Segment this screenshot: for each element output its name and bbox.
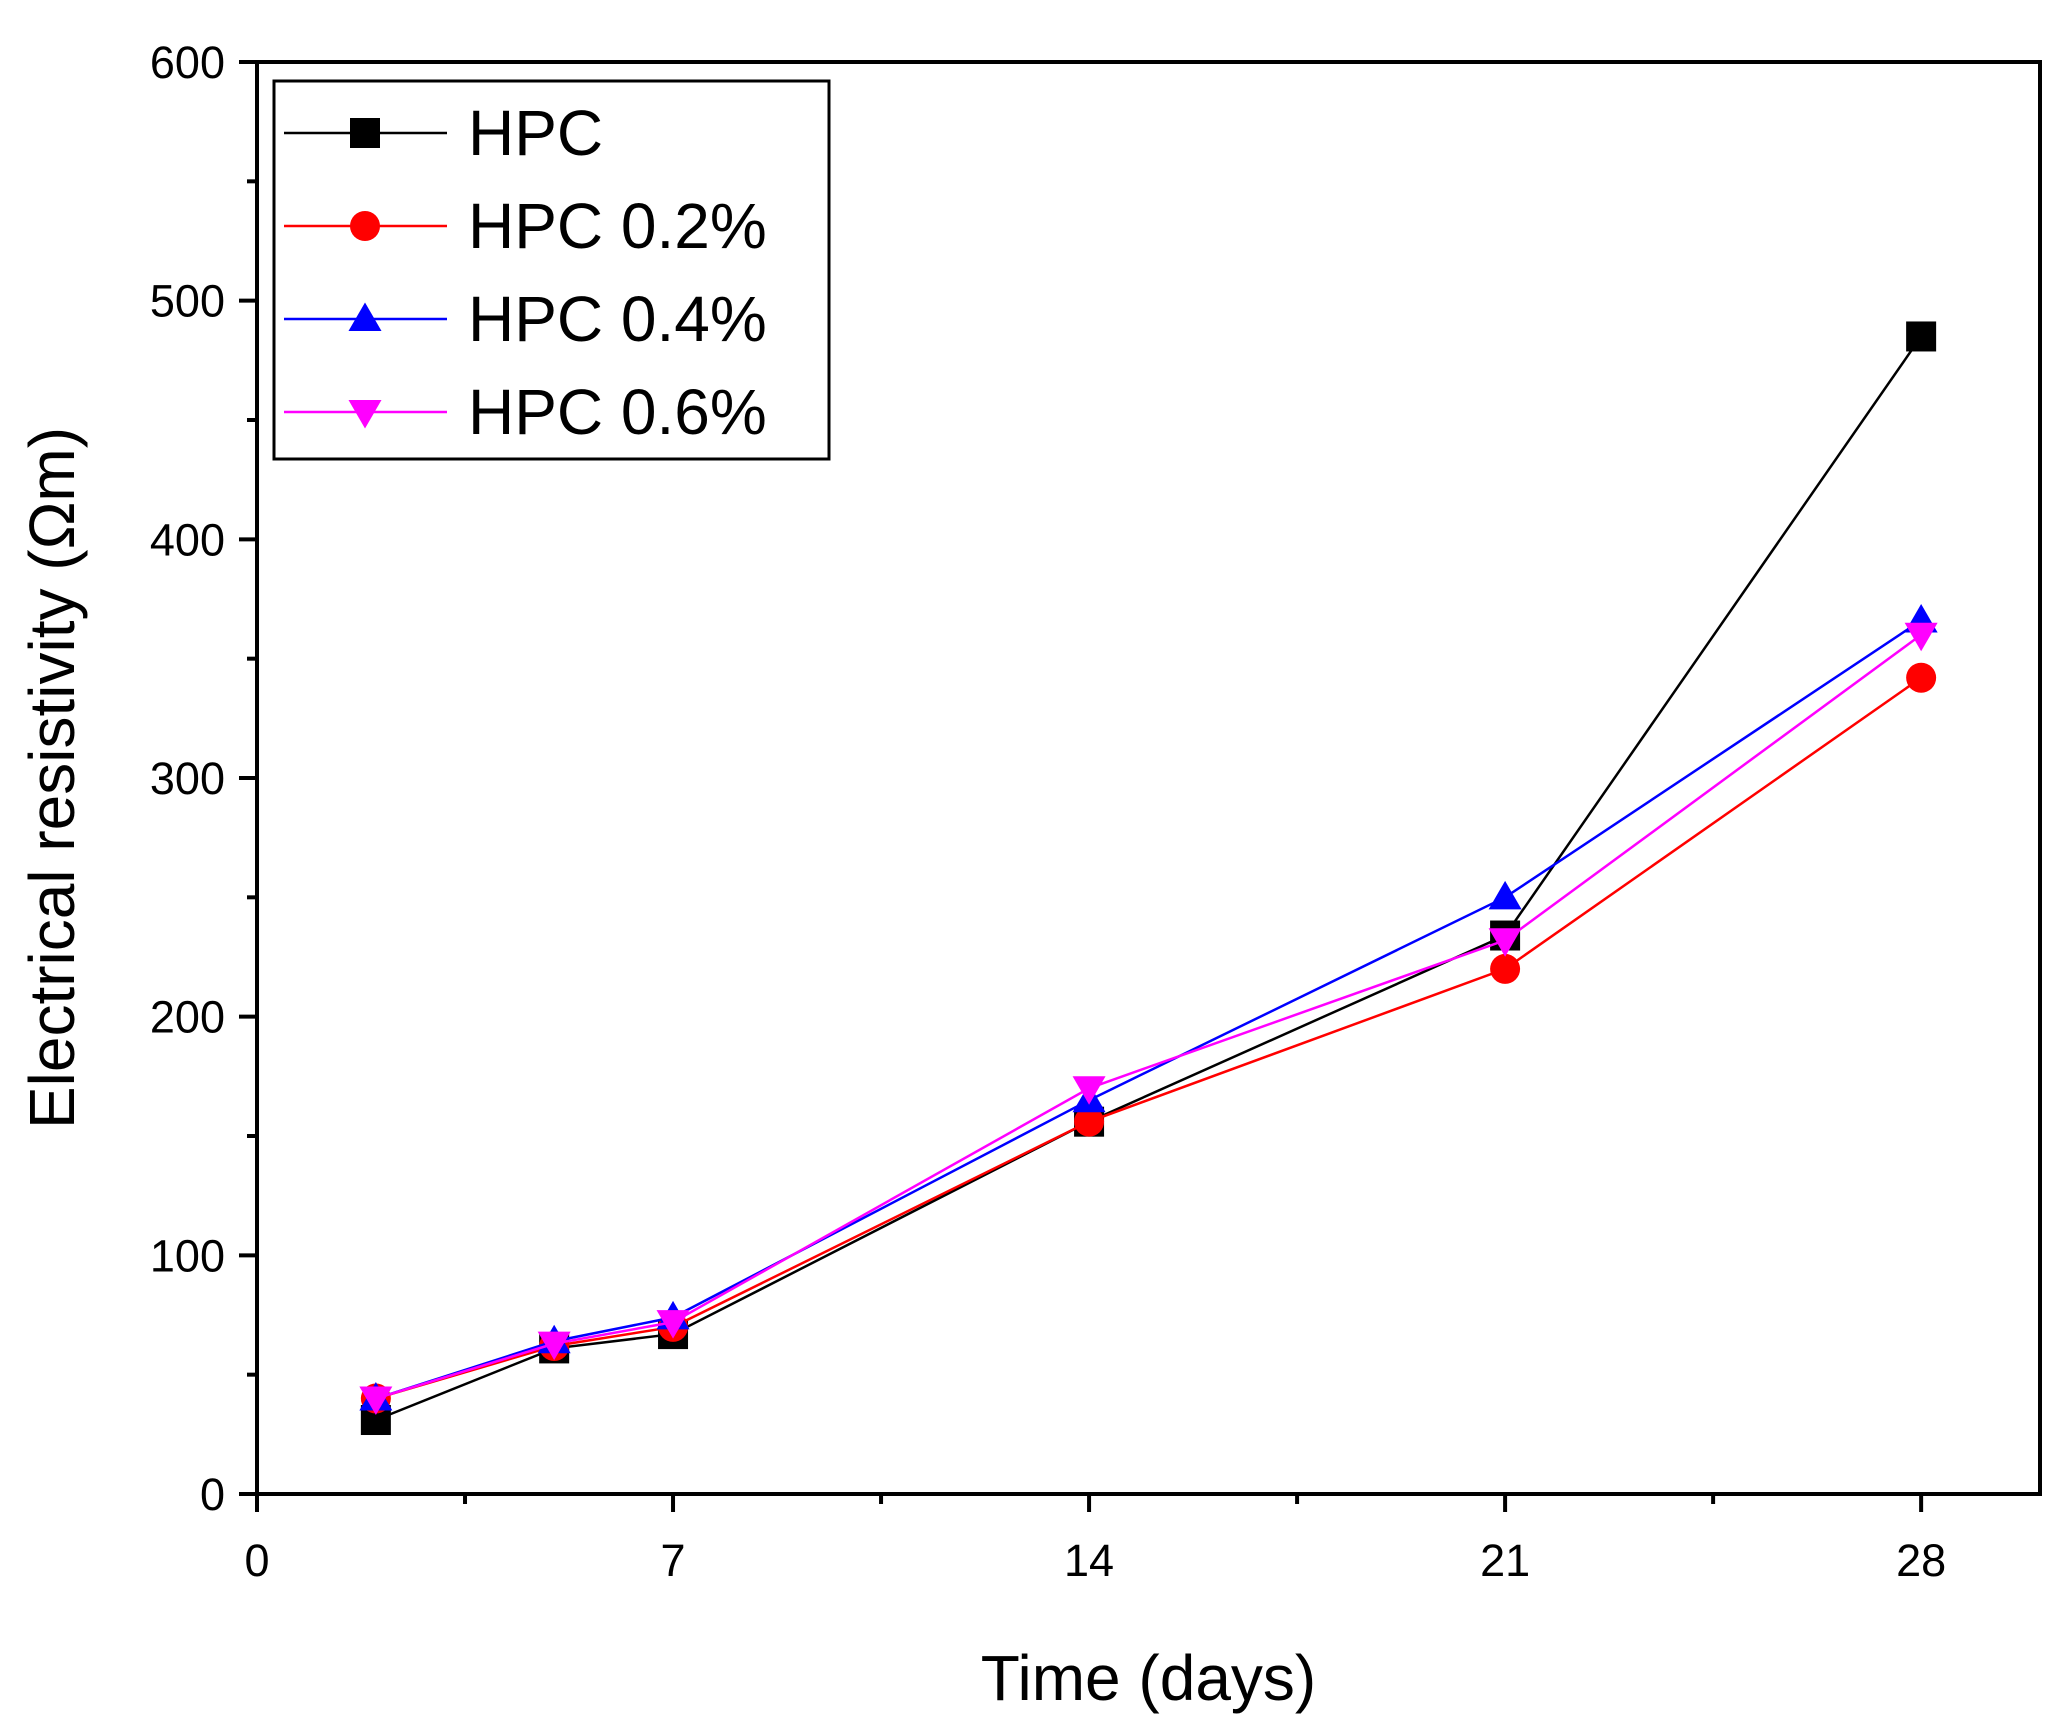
legend-marker (348, 400, 382, 429)
y-tick-label: 500 (150, 276, 225, 327)
x-tick-label: 7 (661, 1535, 686, 1586)
legend: HPC HPC 0.2% HPC 0.4% HPC 0.6% (272, 79, 831, 461)
series-hpc-0-2- (360, 662, 1937, 1414)
data-point (359, 1386, 393, 1416)
y-tick-label: 0 (200, 1469, 225, 1520)
data-point (537, 1331, 571, 1361)
series-group (359, 321, 1938, 1436)
legend-label: HPC 0.4% (468, 283, 767, 355)
legend-marker (350, 118, 380, 148)
y-axis: 0 100 200 300 400 500 600 (150, 37, 257, 1520)
series-hpc-0-6- (359, 622, 1938, 1416)
data-point (1488, 928, 1522, 957)
legend-marker (350, 211, 380, 241)
series-hpc-0-4- (359, 603, 1938, 1411)
x-tick-label: 14 (1064, 1535, 1114, 1586)
x-tick-label: 0 (244, 1535, 269, 1586)
data-point (656, 1310, 690, 1339)
y-tick-label: 400 (150, 514, 225, 565)
series-line (375, 335, 1923, 1422)
legend-label: HPC 0.2% (468, 190, 767, 262)
data-point (1072, 1076, 1106, 1105)
series-line (375, 619, 1922, 1400)
data-point (1906, 321, 1937, 352)
legend-label: HPC (468, 97, 603, 169)
series-line (375, 676, 1922, 1400)
x-axis-title: Time (days) (981, 1642, 1316, 1714)
data-point (1904, 622, 1938, 652)
y-tick-label: 600 (150, 37, 225, 88)
data-point (1488, 880, 1522, 910)
data-point (1074, 1106, 1105, 1137)
data-point (1490, 953, 1521, 984)
legend-marker (348, 302, 382, 331)
x-axis: 0 7 14 21 28 (244, 1494, 1946, 1586)
x-tick-label: 21 (1480, 1535, 1530, 1586)
series-line (375, 633, 1922, 1400)
y-axis-title: Electrical resistivity (Ωm) (16, 427, 88, 1129)
data-point (1906, 662, 1937, 693)
legend-label: HPC 0.6% (468, 376, 767, 448)
y-tick-label: 300 (150, 753, 225, 804)
series-hpc (360, 321, 1937, 1436)
y-tick-label: 100 (150, 1230, 225, 1281)
y-tick-label: 200 (150, 992, 225, 1043)
x-tick-label: 28 (1896, 1535, 1946, 1586)
